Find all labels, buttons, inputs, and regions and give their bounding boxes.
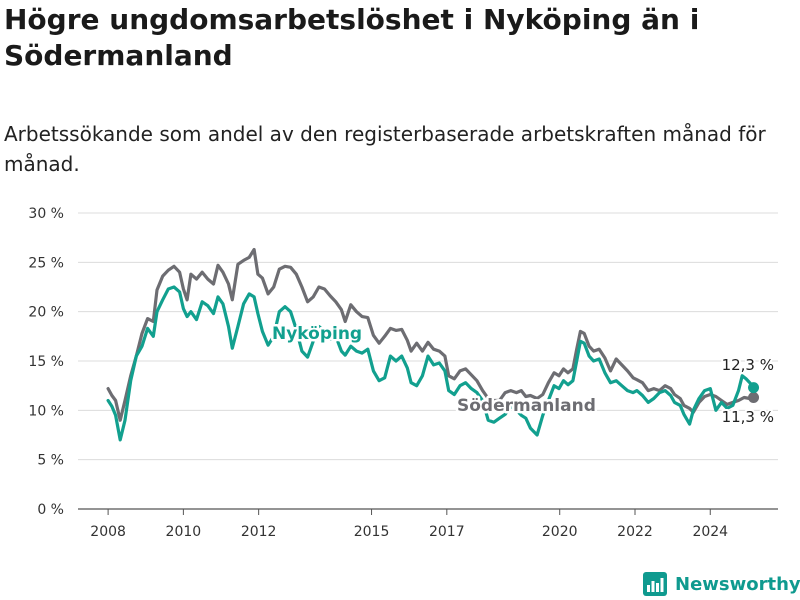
- x-tick-label: 2010: [166, 524, 202, 540]
- y-tick-label: 5 %: [37, 453, 64, 469]
- gridlines: [78, 212, 778, 510]
- x-tick-label: 2017: [429, 524, 465, 540]
- end-point-nykoping: [748, 382, 760, 394]
- y-tick-label: 30 %: [28, 206, 64, 222]
- brand-name: Newsworthy: [675, 573, 800, 595]
- y-tick-label: 15 %: [28, 354, 64, 370]
- y-tick-label: 20 %: [28, 305, 64, 321]
- x-tick-label: 2024: [692, 524, 728, 540]
- x-tick-label: 2022: [617, 524, 653, 540]
- x-tick-label: 2012: [241, 524, 277, 540]
- newsworthy-logo[interactable]: Newsworthy: [643, 569, 800, 599]
- series-label-nykoping: Nyköping: [272, 324, 362, 344]
- series-labels: Södermanland 11,3 % Nyköping 12,3 %: [270, 322, 777, 429]
- y-tick-label: 25 %: [28, 255, 64, 271]
- end-value-label-sodermanland: 11,3 %: [722, 408, 774, 426]
- y-tick-label: 10 %: [28, 403, 64, 419]
- y-tick-label: 0 %: [37, 502, 64, 518]
- bar-chart-logo-icon: [643, 572, 667, 596]
- end-value-label-nykoping: 12,3 %: [722, 356, 774, 374]
- x-axis: 2008 2010 2012 2015 2017 2020 2022 2024: [90, 509, 728, 540]
- x-tick-label: 2020: [542, 524, 578, 540]
- series-line-nykoping: [106, 285, 756, 442]
- page-title: Högre ungdomsarbetslöshet i Nyköping än …: [4, 3, 700, 72]
- y-axis: 0 % 5 % 10 % 15 % 20 % 25 % 30 %: [28, 206, 64, 518]
- page-subtitle: Arbetssökande som andel av den registerb…: [4, 122, 766, 176]
- series-line-sodermanland: [106, 247, 756, 422]
- series-lines: [106, 247, 760, 442]
- x-tick-label: 2008: [90, 524, 126, 540]
- series-label-sodermanland: Södermanland: [457, 396, 596, 416]
- end-point-sodermanland: [748, 392, 760, 404]
- x-tick-label: 2015: [354, 524, 390, 540]
